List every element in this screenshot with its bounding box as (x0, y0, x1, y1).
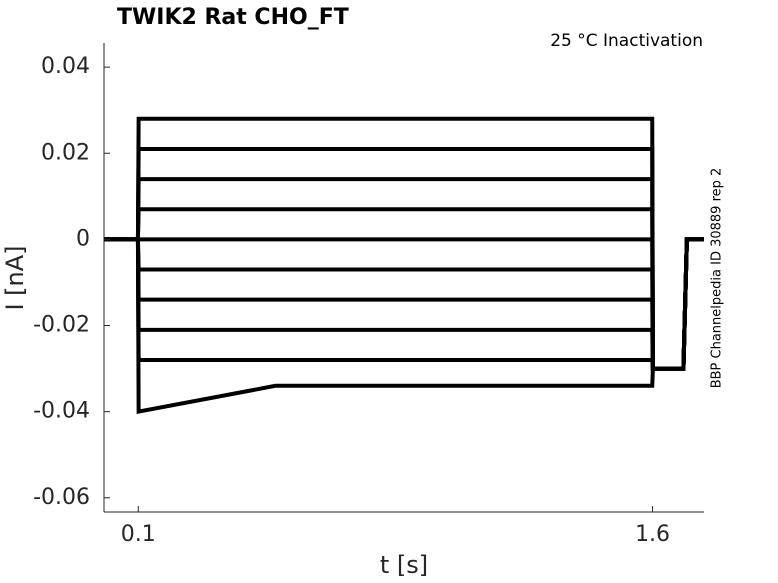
subtitle: 25 °C Inactivation (550, 31, 703, 51)
trace (104, 207, 704, 371)
x-axis-label: t [s] (380, 551, 428, 579)
y-tick-label: -0.04 (33, 399, 90, 424)
y-tick-label: 0.02 (41, 140, 90, 165)
y-tick-label: 0 (76, 226, 90, 251)
trace (104, 237, 704, 371)
x-tick-label: 1.6 (635, 522, 670, 547)
trace (104, 146, 704, 371)
trace (104, 237, 704, 415)
y-tick-label: -0.02 (33, 313, 90, 338)
x-tick-label: 0.1 (121, 522, 156, 547)
trace (104, 237, 704, 371)
annotation: BBP Channelpedia ID 30889 rep 2 (710, 168, 725, 389)
y-tick-label: -0.06 (33, 485, 90, 510)
trace (104, 237, 704, 371)
y-tick-label: 0.04 (41, 54, 90, 79)
trace (104, 237, 704, 371)
y-axis-label: I [nA] (1, 245, 29, 310)
trace (104, 237, 704, 371)
chart-title: TWIK2 Rat CHO_FT (117, 5, 349, 30)
